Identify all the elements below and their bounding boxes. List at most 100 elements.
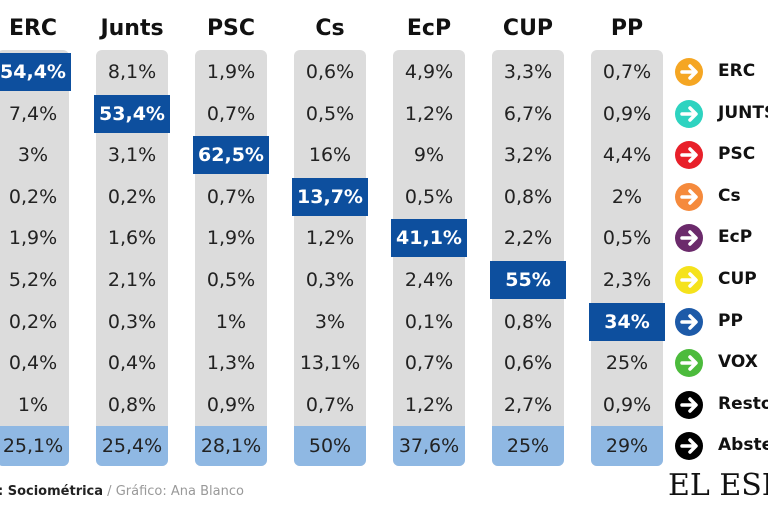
icon-arrow [680, 230, 698, 247]
column-header: PP [610, 16, 644, 41]
cell: 2,1% [107, 269, 157, 291]
cell: 0,8% [503, 185, 553, 208]
cell: 0,2% [8, 310, 58, 333]
cell: 9% [413, 144, 445, 167]
cell: 1,6% [107, 227, 157, 250]
cell: 41,1% [391, 219, 467, 258]
legend-icon [675, 58, 703, 86]
cell: 0,7% [305, 393, 355, 416]
cell: 16% [308, 144, 352, 167]
legend-icon [675, 141, 703, 170]
cell: 0,4% [8, 352, 58, 375]
cell: 1,2% [305, 227, 355, 250]
cell: 0,8% [503, 310, 553, 333]
cell: 3,2% [503, 144, 553, 167]
cell: 25% [492, 426, 564, 467]
cell: 1,9% [206, 227, 256, 250]
icon-arrow [680, 438, 698, 455]
cell: 0,2% [107, 185, 157, 208]
column-background [0, 50, 69, 466]
cell: 1% [215, 310, 247, 333]
column-header: ERC [8, 16, 58, 41]
column-header: EcP [406, 16, 452, 41]
cell: 0,7% [206, 102, 256, 125]
cell: 5,2% [8, 269, 58, 291]
cell: 0,7% [206, 185, 256, 208]
cell: 0,5% [305, 102, 355, 125]
cell: 0,7% [404, 352, 454, 375]
cell: 0,7% [602, 61, 652, 83]
cell: 1,2% [404, 393, 454, 416]
legend-icon [675, 99, 703, 128]
cell: 54,4% [0, 53, 71, 91]
cell: 0,2% [8, 185, 58, 208]
cell: 0,5% [404, 185, 454, 208]
column-background [492, 50, 564, 466]
cell: 0,9% [602, 393, 652, 416]
legend-icon [675, 266, 703, 294]
cell: 0,4% [107, 352, 157, 375]
icon-arrow [680, 147, 698, 163]
column-header: CUP [502, 16, 554, 41]
legend-label: PP [718, 310, 743, 331]
cell: 37,6% [393, 426, 465, 467]
cell: 25,1% [0, 426, 69, 467]
legend-label: JUNTS [718, 102, 768, 123]
cell: 3,1% [107, 144, 157, 167]
cell: 0,9% [602, 102, 652, 125]
legend-label: Cs [718, 185, 741, 206]
cell: 4,9% [404, 61, 454, 83]
legend-label: PSC [718, 144, 756, 165]
cell: 0,9% [206, 393, 256, 416]
legend-icon [675, 432, 703, 461]
cell: 7,4% [8, 102, 58, 125]
legend-icon [675, 182, 703, 211]
cell: 2,2% [503, 227, 553, 250]
column-background [393, 50, 465, 466]
column-background [195, 50, 267, 466]
source: : Sociométrica [0, 484, 104, 499]
cell: 2,7% [503, 393, 553, 416]
column-header: Cs [315, 16, 345, 41]
cell: 50% [294, 426, 366, 467]
cell: 53,4% [94, 94, 170, 133]
cell: 3,3% [503, 61, 553, 83]
cell: 55% [490, 261, 566, 299]
icon-arrow [680, 189, 698, 205]
cell: 29% [591, 426, 663, 467]
cell: 25% [605, 352, 649, 375]
cell: 8,1% [107, 61, 157, 83]
cell: 3% [17, 144, 49, 167]
icon-arrow [680, 105, 698, 122]
cell: 0,8% [107, 393, 157, 416]
legend-icon [675, 224, 703, 253]
cell: 34% [589, 302, 665, 341]
legend-label: VOX [718, 352, 758, 373]
legend-icon [675, 307, 703, 336]
cell: 2% [611, 185, 643, 208]
cell: 1,9% [8, 227, 58, 250]
icon-arrow [680, 64, 698, 80]
column-header: Junts [100, 16, 164, 41]
logo: EL ESPA [668, 468, 768, 503]
legend-icon [675, 390, 703, 419]
cell: 3% [314, 310, 346, 333]
cell: 0,3% [305, 269, 355, 291]
cell: 2,3% [602, 269, 652, 291]
legend-label: CUP [718, 269, 757, 289]
cell: 0,5% [206, 269, 256, 291]
cell: 0,6% [305, 61, 355, 83]
cell: 1,9% [206, 61, 256, 83]
column-background [294, 50, 366, 466]
cell: 13,7% [292, 177, 368, 216]
cell: 6,7% [503, 102, 553, 125]
column-background [591, 50, 663, 466]
icon-arrow [680, 272, 698, 288]
cell: 28,1% [195, 426, 267, 467]
cell: 1% [17, 393, 49, 416]
legend-label: Abste [718, 435, 768, 456]
legend-icon [675, 349, 703, 378]
cell: 0,5% [602, 227, 652, 250]
legend-label: EcP [718, 227, 753, 248]
